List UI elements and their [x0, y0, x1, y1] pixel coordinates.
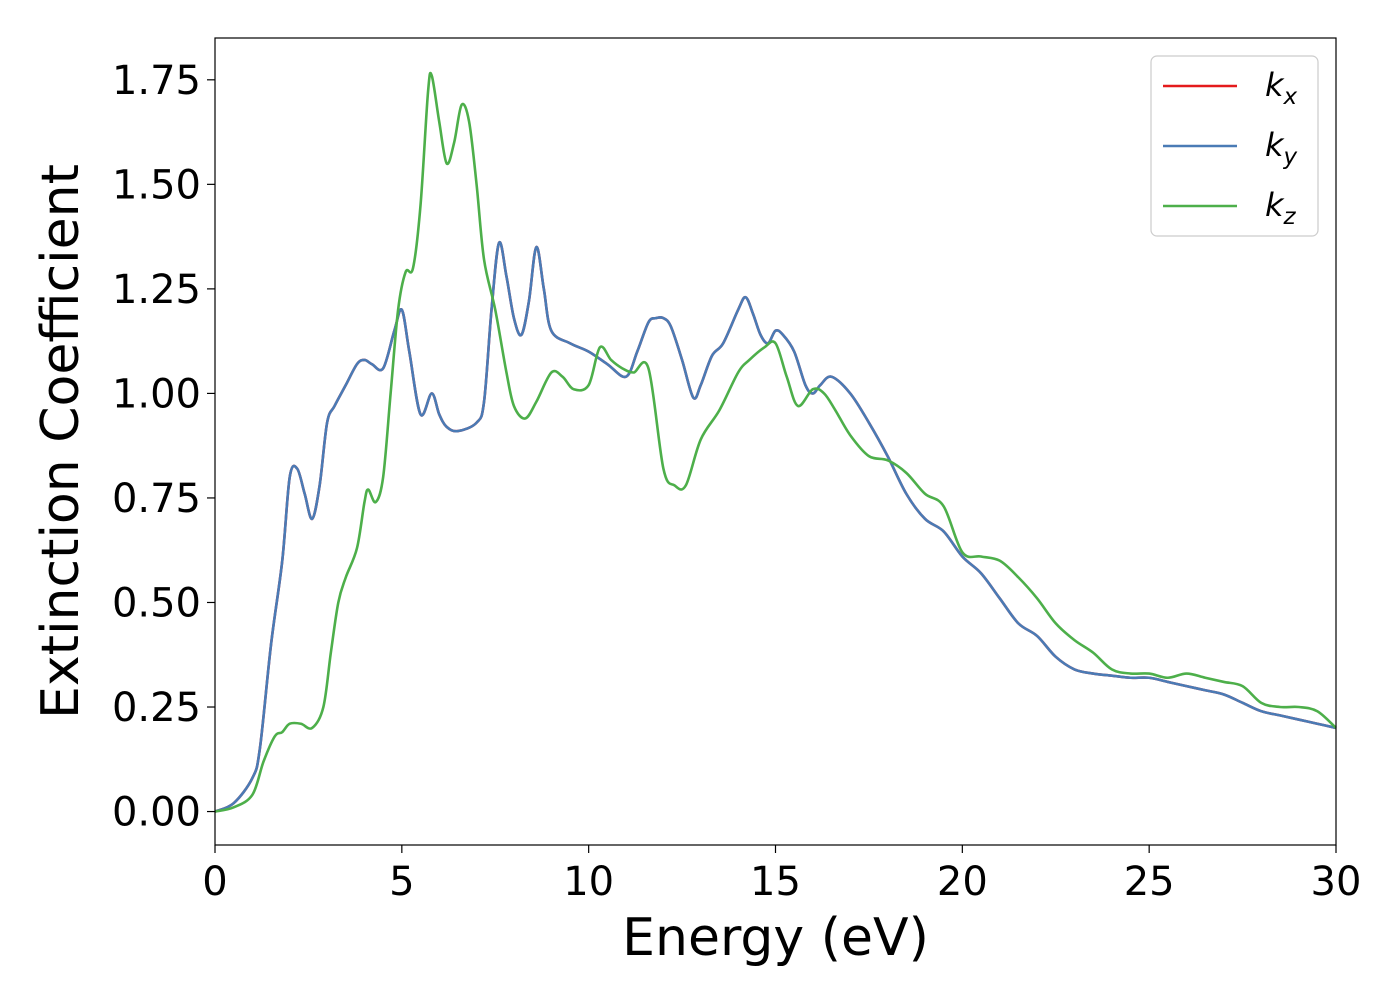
legend-label-z: kz	[1265, 186, 1297, 230]
legend: kx ky kz	[1150, 55, 1319, 237]
x-tick-label: 25	[1124, 859, 1175, 905]
x-axis-ticks: 0 5 10 15 20 25 30	[202, 845, 1361, 905]
x-tick-label: 5	[389, 859, 414, 905]
y-tick-label: 0.50	[112, 580, 201, 626]
y-axis-label: Extinction Coefficient	[31, 164, 91, 719]
y-tick-label: 1.25	[112, 267, 201, 313]
x-tick-label: 15	[750, 859, 801, 905]
series-line-z	[214, 71, 1337, 813]
y-tick-label: 0.75	[112, 476, 201, 522]
x-axis-label: Energy (eV)	[622, 908, 929, 968]
x-tick-label: 10	[563, 859, 614, 905]
x-tick-label: 0	[202, 859, 227, 905]
legend-label-x: kx	[1265, 66, 1298, 110]
x-tick-label: 20	[937, 859, 988, 905]
series-layer	[214, 71, 1337, 813]
y-tick-label: 1.00	[112, 371, 201, 417]
x-tick-label: 30	[1311, 859, 1362, 905]
series-line-y	[214, 240, 1337, 813]
y-tick-label: 1.50	[112, 162, 201, 208]
y-tick-label: 1.75	[112, 58, 201, 104]
y-axis-ticks: 0.00 0.25 0.50 0.75 1.00 1.25 1.50 1.75	[112, 58, 215, 836]
y-tick-label: 0.00	[112, 790, 201, 836]
legend-label-y: ky	[1265, 126, 1298, 170]
y-tick-label: 0.25	[112, 685, 201, 731]
